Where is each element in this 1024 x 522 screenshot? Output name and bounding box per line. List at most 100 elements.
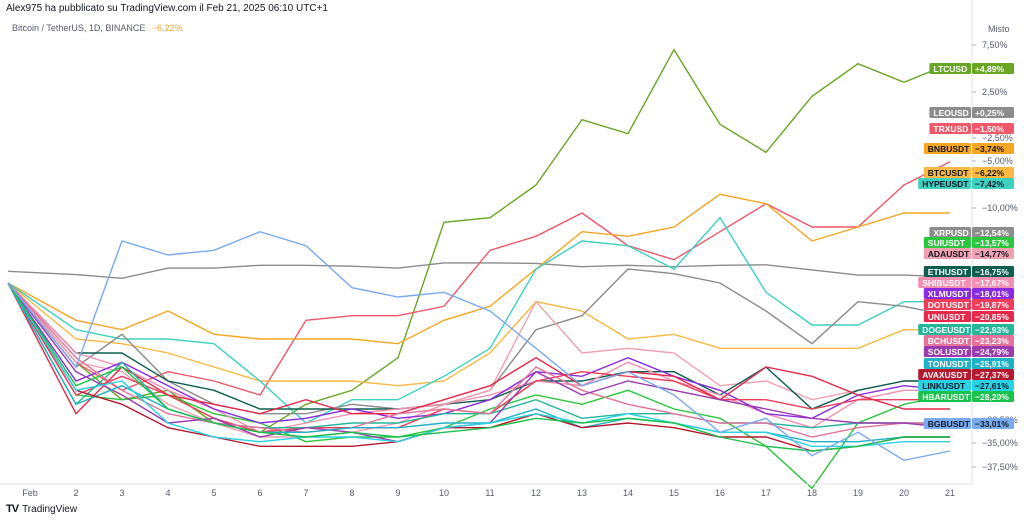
- tag-value: −17,67%: [975, 278, 1009, 288]
- publisher-header: Alex975 ha pubblicato su TradingView.com…: [6, 3, 328, 14]
- tag-adausdt[interactable]: ADAUSDT −14,77%: [923, 248, 1014, 259]
- tag-linkusdt[interactable]: LINKUSDT −27,61%: [918, 380, 1014, 391]
- tag-bgbusdt[interactable]: BGBUSDT −33,01%: [923, 418, 1014, 429]
- x-tick-label: 18: [807, 488, 817, 498]
- tag-value: −19,87%: [975, 300, 1009, 310]
- tag-solusdt[interactable]: SOLUSDT −24,79%: [923, 346, 1014, 357]
- tag-name: BTCUSDT: [928, 168, 969, 178]
- tag-value-bg: [972, 123, 1014, 134]
- tag-value: −6,22%: [975, 168, 1005, 178]
- tag-name-bg: [929, 227, 971, 238]
- tag-trxusd[interactable]: TRXUSD −1,50%: [929, 123, 1014, 134]
- tag-name: ETHUSDT: [928, 267, 969, 277]
- tag-name-bg: [923, 288, 971, 299]
- tag-avaxusdt[interactable]: AVAXUSDT −27,37%: [918, 369, 1014, 380]
- tag-name: SOLUSDT: [928, 347, 969, 357]
- x-tick-label: 6: [257, 488, 262, 498]
- tag-value-bg: [972, 369, 1014, 380]
- series-line-hbarusdt[interactable]: [7, 282, 950, 452]
- tag-value-bg: [972, 299, 1014, 310]
- tag-name-bg: [923, 418, 971, 429]
- tag-uniusdt[interactable]: UNIUSDT −20,85%: [923, 311, 1014, 322]
- tag-value-bg: [972, 324, 1014, 335]
- tag-value-bg: [972, 178, 1014, 189]
- series-line-trxusd[interactable]: [7, 161, 951, 396]
- tag-hypeusdt[interactable]: HYPEUSDT −7,42%: [918, 178, 1014, 189]
- tag-xrpusd[interactable]: XRPUSD −12,54%: [929, 227, 1014, 238]
- tag-btcusdt[interactable]: BTCUSDT −6,22%: [923, 167, 1014, 178]
- symbol-title[interactable]: Bitcoin / TetherUS, 1D, BINANCE: [12, 23, 146, 33]
- tag-value: −27,61%: [975, 381, 1009, 391]
- tag-hbarusdt[interactable]: HBARUSDT −28,20%: [918, 391, 1014, 402]
- symbol-tags: LTCUSD +4,89% LEOUSD +0,25% TRXUSD −1,50% BNBU…: [918, 63, 1014, 429]
- tag-name-bg: [918, 369, 971, 380]
- x-tick-label: 16: [715, 488, 725, 498]
- series-line-suiusdt[interactable]: [7, 282, 951, 490]
- series-line-bgbusdt[interactable]: [7, 230, 951, 462]
- series-line-leousd[interactable]: [7, 262, 951, 280]
- tag-ltcusd[interactable]: LTCUSD +4,89%: [929, 63, 1014, 74]
- series-line-xlmusdt[interactable]: [7, 282, 951, 424]
- symbol-legend: Bitcoin / TetherUS, 1D, BINANCE −6,22%: [12, 23, 183, 33]
- y-tick-label: −37,50%: [982, 462, 1018, 472]
- y-tick-label: −35,00%: [982, 438, 1018, 448]
- tag-leousd[interactable]: LEOUSD +0,25%: [929, 107, 1014, 118]
- x-tick-label: 15: [669, 488, 679, 498]
- tag-name: BGBUSDT: [928, 419, 971, 429]
- x-tick-label: 17: [761, 488, 771, 498]
- tag-value: −13,57%: [975, 238, 1009, 248]
- tag-name-bg: [929, 123, 971, 134]
- tag-value-bg: [972, 143, 1014, 154]
- x-tick-label: 11: [485, 488, 494, 498]
- tag-value: +0,25%: [975, 108, 1005, 118]
- tag-name-bg: [918, 391, 971, 402]
- tag-value-bg: [972, 311, 1014, 322]
- scale-mode-label[interactable]: Misto: [988, 24, 1010, 34]
- series-line-avaxusdt[interactable]: [7, 282, 950, 452]
- tag-name: XRPUSD: [933, 228, 968, 238]
- x-tick-label: 3: [119, 488, 124, 498]
- series-line-hypeusdt[interactable]: [7, 216, 950, 424]
- tag-name-bg: [923, 167, 971, 178]
- tag-dotusdt[interactable]: DOTUSDT −19,87%: [923, 299, 1014, 310]
- tag-value: −12,54%: [975, 228, 1009, 238]
- tag-shibusdt[interactable]: SHIBUSDT −17,67%: [918, 277, 1014, 288]
- tag-xlmusdt[interactable]: XLMUSDT −18,01%: [923, 288, 1014, 299]
- tag-value: −16,75%: [975, 267, 1009, 277]
- x-tick-label: 14: [623, 488, 633, 498]
- tag-name-bg: [923, 237, 971, 248]
- series-line-ltcusd[interactable]: [7, 48, 951, 434]
- tag-name: DOTUSDT: [928, 300, 970, 310]
- series-line-shibusdt[interactable]: [7, 282, 950, 434]
- y-tick-label: 2,50%: [982, 87, 1008, 97]
- series-line-linkusdt[interactable]: [7, 282, 950, 447]
- tag-bnbusdt[interactable]: BNBUSDT −3,74%: [923, 143, 1014, 154]
- tag-bchusdt[interactable]: BCHUSDT −23,23%: [923, 335, 1014, 346]
- series-line-adausdt[interactable]: [7, 282, 950, 438]
- tag-name: SUIUSDT: [928, 238, 966, 248]
- tag-tonusdt[interactable]: TONUSDT −25,91%: [923, 358, 1014, 369]
- x-tick-label: 2: [73, 488, 78, 498]
- tag-ethusdt[interactable]: ETHUSDT −16,75%: [923, 266, 1014, 277]
- series-lines: [7, 48, 951, 490]
- tag-value: −28,20%: [975, 392, 1009, 402]
- series-line-bchusdt[interactable]: [7, 282, 950, 438]
- tag-value: −7,42%: [975, 179, 1005, 189]
- x-tick-label: 8: [349, 488, 354, 498]
- x-tick-label: 5: [211, 488, 216, 498]
- tag-name-bg: [918, 380, 971, 391]
- series-line-btcusdt[interactable]: [7, 282, 950, 387]
- tv-logo-icon: TV: [6, 503, 19, 515]
- tag-dogeusdt[interactable]: DOGEUSDT −22,93%: [918, 324, 1014, 335]
- series-line-uniusdt[interactable]: [7, 282, 950, 415]
- tag-name: LINKUSDT: [922, 381, 966, 391]
- tag-name-bg: [923, 266, 971, 277]
- y-tick-label: −10,00%: [982, 203, 1018, 213]
- series-line-dotusdt[interactable]: [7, 282, 950, 434]
- tradingview-logo[interactable]: TV TradingView: [6, 503, 77, 515]
- x-tick-label: 13: [577, 488, 587, 498]
- series-line-bnbusdt[interactable]: [7, 193, 950, 345]
- tag-name-bg: [923, 358, 971, 369]
- tag-suiusdt[interactable]: SUIUSDT −13,57%: [923, 237, 1014, 248]
